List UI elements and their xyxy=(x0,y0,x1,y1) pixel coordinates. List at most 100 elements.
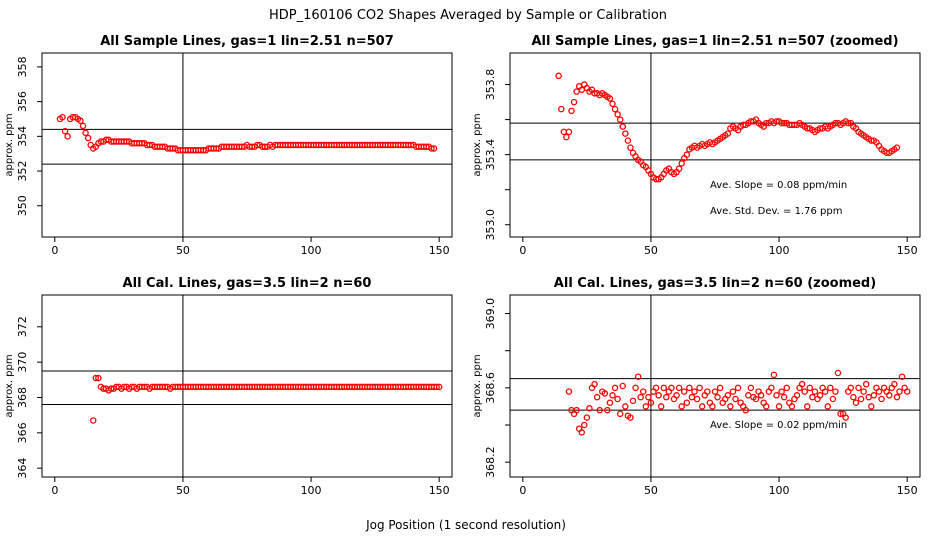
data-point xyxy=(675,165,683,172)
data-point xyxy=(611,384,619,392)
data-point xyxy=(586,405,593,412)
data-point xyxy=(77,117,84,124)
data-point xyxy=(886,392,893,399)
y-tick-label: 353.8 xyxy=(484,69,497,101)
y-tick-label: 354 xyxy=(16,126,29,147)
data-point xyxy=(732,395,739,403)
data-point xyxy=(893,144,901,151)
data-point xyxy=(862,380,870,388)
data-point xyxy=(824,403,832,410)
data-point xyxy=(850,393,857,401)
x-tick-label: 50 xyxy=(176,244,190,257)
data-point xyxy=(714,393,721,401)
y-axis-label: approx. ppm xyxy=(4,113,15,176)
data-point xyxy=(724,130,732,137)
data-point xyxy=(611,105,619,113)
x-tick-label: 50 xyxy=(644,484,658,497)
data-point xyxy=(555,72,562,80)
data-point xyxy=(696,384,703,392)
data-point xyxy=(609,100,616,108)
data-point xyxy=(688,393,696,401)
data-point xyxy=(865,393,873,401)
data-point xyxy=(678,403,685,410)
data-point xyxy=(619,123,627,130)
data-point xyxy=(596,406,603,414)
data-point xyxy=(560,128,568,136)
x-tick-label: 100 xyxy=(769,484,790,497)
y-tick-label: 352 xyxy=(16,161,29,182)
data-point xyxy=(435,383,443,391)
data-point xyxy=(775,403,783,410)
data-point xyxy=(878,395,885,403)
data-point xyxy=(652,384,660,392)
data-point xyxy=(79,122,87,130)
data-point xyxy=(747,384,755,392)
data-points xyxy=(90,374,443,424)
plot-frame xyxy=(509,52,921,238)
data-point xyxy=(657,403,665,410)
chart-panel-1: All Sample Lines, gas=1 lin=2.51 n=507 0 5… xyxy=(4,34,453,257)
data-point xyxy=(565,128,573,136)
data-point xyxy=(742,406,750,414)
data-point xyxy=(660,384,668,392)
data-point xyxy=(704,388,711,395)
data-point xyxy=(716,384,724,392)
main-title: HDP_160106 CO2 Shapes Averaged by Sample… xyxy=(269,8,667,23)
panel-title: All Sample Lines, gas=1 lin=2.51 n=507 (… xyxy=(531,34,898,49)
data-point xyxy=(681,388,688,395)
data-point xyxy=(606,399,614,406)
data-point xyxy=(601,390,609,397)
data-point xyxy=(90,417,97,424)
data-point xyxy=(578,429,586,436)
data-point xyxy=(729,388,737,395)
y-tick-label: 368 xyxy=(16,387,29,408)
common-x-label: Jog Position (1 second resolution) xyxy=(365,518,566,532)
data-point xyxy=(622,403,629,410)
data-point xyxy=(827,384,834,392)
data-point xyxy=(573,406,580,414)
data-point xyxy=(570,98,578,106)
y-tick-label: 356 xyxy=(16,91,29,112)
data-point xyxy=(768,384,775,392)
data-point xyxy=(430,145,438,152)
y-tick-label: 353.0 xyxy=(484,209,497,241)
annotation-text: Ave. Slope = 0.08 ppm/min xyxy=(710,180,847,191)
chart-panel-2: All Sample Lines, gas=1 lin=2.51 n=507 (… xyxy=(472,34,921,257)
data-point xyxy=(591,380,598,388)
y-tick-label: 370 xyxy=(16,352,29,373)
data-points xyxy=(565,369,911,436)
plot-frame xyxy=(509,294,921,478)
data-point xyxy=(745,392,752,399)
x-tick-label: 0 xyxy=(51,244,58,257)
x-tick-label: 100 xyxy=(301,484,322,497)
data-point xyxy=(573,88,580,95)
x-tick-label: 100 xyxy=(301,244,322,257)
data-point xyxy=(773,392,780,399)
data-point xyxy=(655,392,662,399)
data-point xyxy=(780,393,788,401)
data-point xyxy=(752,395,760,403)
data-point xyxy=(609,392,616,399)
y-tick-label: 369.0 xyxy=(484,298,497,330)
data-point xyxy=(683,151,691,158)
data-point xyxy=(581,421,588,429)
data-point xyxy=(778,388,785,395)
data-point xyxy=(565,388,573,395)
data-point xyxy=(92,374,100,382)
data-point xyxy=(734,384,742,392)
data-point xyxy=(82,129,89,137)
y-axis-label: approx. ppm xyxy=(472,113,483,176)
y-tick-label: 368.2 xyxy=(484,446,497,478)
data-point xyxy=(693,395,701,403)
data-point xyxy=(709,403,716,410)
data-point xyxy=(903,388,911,395)
data-point xyxy=(593,393,601,401)
chart-panel-3: All Cal. Lines, gas=3.5 lin=2 n=60 0 50 100… xyxy=(4,276,453,497)
data-point xyxy=(558,105,565,113)
data-point xyxy=(798,380,806,388)
data-point xyxy=(793,392,801,399)
x-tick-label: 0 xyxy=(519,484,526,497)
data-point xyxy=(619,382,627,390)
y-tick-label: 353.4 xyxy=(484,139,497,171)
data-point xyxy=(724,392,732,399)
